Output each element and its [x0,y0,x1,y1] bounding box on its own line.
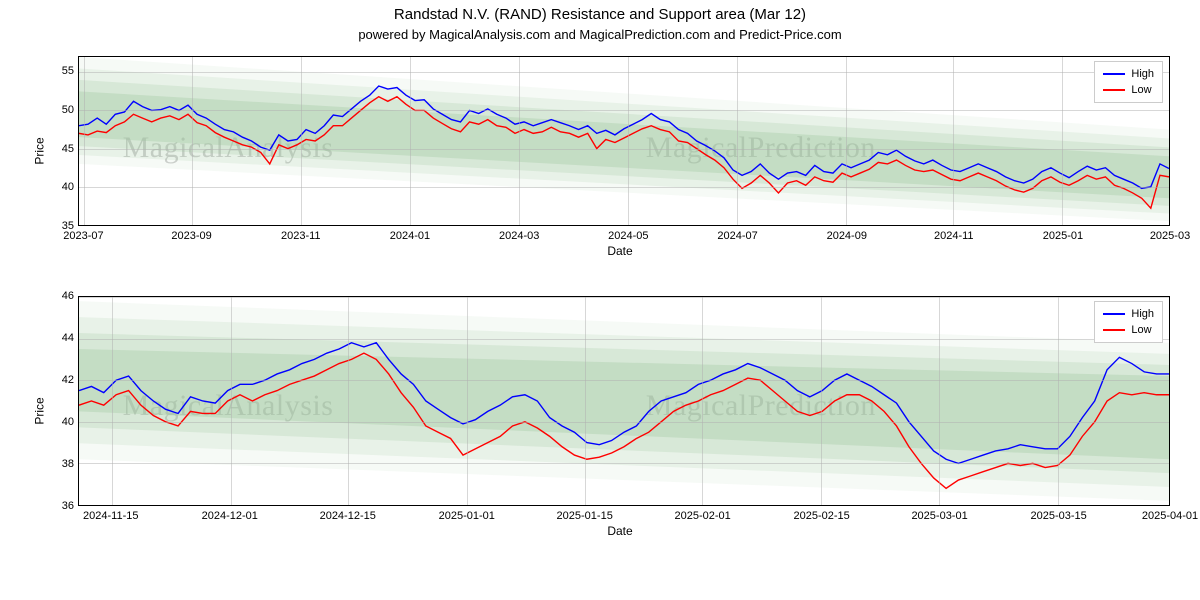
gridline-v [1169,57,1170,225]
gridline-v [737,57,738,225]
gridline-v [348,297,349,505]
x-tick-label: 2025-02-15 [794,510,850,522]
gridline-v [519,57,520,225]
plot-area-1: MagicalAnalysis MagicalPrediction High L… [78,56,1170,226]
x-axis-label: Date [607,244,632,258]
gridline-v [939,297,940,505]
legend-low: Low [1103,322,1154,338]
legend-swatch-high [1103,313,1125,315]
gridline-v [846,57,847,225]
plot-area-2: MagicalAnalysis MagicalPrediction High L… [78,296,1170,506]
gridline-v [301,57,302,225]
gridline-v [112,297,113,505]
x-tick-label: 2025-02-01 [674,510,730,522]
gridline-h [79,149,1169,150]
bottom-chart: Price MagicalAnalysis MagicalPrediction … [60,286,1180,536]
legend-low-label: Low [1131,84,1151,96]
y-tick-label: 55 [52,65,74,77]
top-chart: Price MagicalAnalysis MagicalPrediction … [60,46,1180,256]
x-tick-label: 2024-07 [717,230,757,242]
gridline-v [1058,297,1059,505]
line-svg-1 [79,57,1169,225]
gridline-v [1062,57,1063,225]
gridline-h [79,225,1169,226]
legend-swatch-low [1103,329,1125,331]
legend-low: Low [1103,82,1154,98]
gridline-h [79,463,1169,464]
legend-swatch-high [1103,73,1125,75]
line-svg-2 [79,297,1169,505]
gridline-v [467,297,468,505]
y-tick-label: 36 [52,500,74,512]
gridline-v [821,297,822,505]
gridline-v [84,57,85,225]
gridline-v [1169,297,1170,505]
legend-high: High [1103,66,1154,82]
legend-high-label: High [1131,308,1154,320]
gridline-h [79,380,1169,381]
gridline-h [79,110,1169,111]
x-tick-label: 2025-01 [1043,230,1083,242]
gridline-v [702,297,703,505]
legend-swatch-low [1103,89,1125,91]
y-axis-label: Price [33,137,47,164]
gridline-v [231,297,232,505]
x-tick-label: 2025-04-01 [1142,510,1198,522]
x-tick-label: 2025-03-15 [1030,510,1086,522]
x-tick-label: 2025-03 [1150,230,1190,242]
gridline-h [79,187,1169,188]
x-tick-label: 2023-09 [171,230,211,242]
chart-title: Randstad N.V. (RAND) Resistance and Supp… [0,0,1200,23]
legend: High Low [1094,61,1163,103]
y-tick-label: 40 [52,181,74,193]
y-tick-label: 42 [52,374,74,386]
gridline-v [585,297,586,505]
y-tick-label: 50 [52,104,74,116]
y-tick-label: 40 [52,416,74,428]
gridline-v [410,57,411,225]
gridline-h [79,505,1169,506]
gridline-v [628,57,629,225]
x-tick-label: 2023-07 [63,230,103,242]
y-tick-label: 45 [52,143,74,155]
legend: High Low [1094,301,1163,343]
legend-high-label: High [1131,68,1154,80]
legend-high: High [1103,306,1154,322]
x-tick-label: 2025-01-15 [557,510,613,522]
gridline-v [192,57,193,225]
x-tick-label: 2024-09 [827,230,867,242]
gridline-h [79,297,1169,298]
x-tick-label: 2024-05 [608,230,648,242]
x-tick-label: 2025-01-01 [439,510,495,522]
x-tick-label: 2024-11 [934,230,974,242]
x-axis-label: Date [607,524,632,538]
x-tick-label: 2023-11 [281,230,321,242]
gridline-h [79,339,1169,340]
y-tick-label: 44 [52,332,74,344]
legend-low-label: Low [1131,324,1151,336]
gridline-h [79,422,1169,423]
y-tick-label: 46 [52,290,74,302]
x-tick-label: 2024-11-15 [83,510,138,522]
y-tick-label: 38 [52,458,74,470]
x-tick-label: 2024-12-01 [202,510,258,522]
y-axis-label: Price [33,397,47,424]
x-tick-label: 2024-12-15 [320,510,376,522]
x-tick-label: 2025-03-01 [911,510,967,522]
x-tick-label: 2024-01 [390,230,430,242]
gridline-h [79,72,1169,73]
chart-subtitle: powered by MagicalAnalysis.com and Magic… [0,23,1200,46]
x-tick-label: 2024-03 [499,230,539,242]
gridline-v [953,57,954,225]
